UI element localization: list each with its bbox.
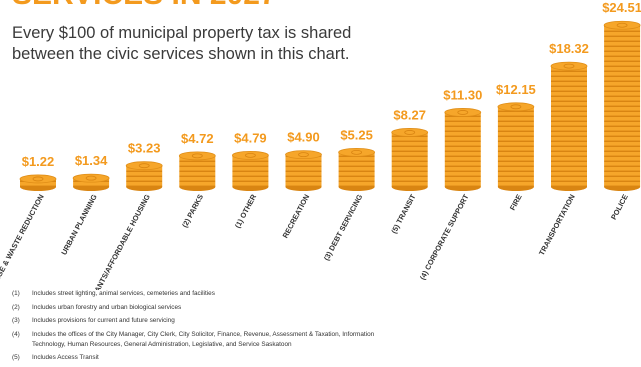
category-label: (4) CORPORATE SUPPORT [418,192,471,281]
coin-stack [604,25,641,188]
footnote-text: Includes urban forestry and urban biolog… [32,303,182,311]
coin-stack [338,152,375,187]
coin-top [231,150,269,160]
coin-stack [126,165,163,187]
coin-stack [232,155,269,187]
chart-title: SERVICES IN 2027 [12,0,277,11]
subtitle: between the civic services shown in this… [12,45,350,63]
coin-emblem [244,152,256,158]
value-label: $8.27 [393,107,426,122]
coin-emblem [191,153,203,159]
value-label: $11.30 [443,87,482,102]
coin-emblem [85,175,97,181]
value-label: $12.15 [496,82,536,97]
category-label: (5) TRANSIT [389,192,417,235]
category-label: (3) DEBT SERVICING [322,192,365,262]
footnote-marker: (3) [12,317,20,324]
coin-top [603,20,641,30]
coin-top [178,151,216,161]
coin-stack [285,154,322,187]
footnote-marker: (1) [12,290,20,297]
coin-emblem [138,163,150,169]
category-label: GARBAGE & WASTE REDUCTION [0,193,46,290]
coin-emblem [616,22,628,28]
value-label: $1.34 [75,153,108,168]
coin-top [19,174,57,184]
coin-top [125,161,163,171]
category-label: (2) PARKS [180,193,205,229]
value-label: $4.90 [287,130,320,145]
category-label: GRANTS/AFFORDABLE HOUSING [87,192,152,290]
category-label: TRANSPORTATION [537,193,577,257]
category-label: (1) OTHER [233,192,259,229]
footnote: (2) Includes urban forestry and urban bio… [12,303,392,313]
coin-stack [391,132,428,187]
footnote-text: Includes street lighting, animal service… [32,290,215,297]
footnotes: (1) Includes street lighting, animal serv… [12,289,392,367]
value-label: $5.25 [340,127,373,142]
footnote-text: Includes the offices of the City Manager… [32,330,375,348]
category-label: POLICE [609,193,630,222]
value-label: $24.51 [602,0,641,15]
value-label: $1.22 [22,154,55,169]
coin-top [550,61,588,71]
footnote-marker: (5) [12,354,20,361]
category-label: URBAN PLANNING [59,192,99,256]
value-label: $4.72 [181,131,214,146]
coin-stack [551,66,587,187]
coin-top [391,128,429,137]
value-label: $3.23 [128,141,161,156]
footnote-text: Includes Access Transit [32,354,99,361]
footnote: (3) Includes provisions for current and f… [12,316,392,326]
coin-stack [497,106,534,187]
coin-emblem [563,63,575,69]
coin-emblem [351,149,363,155]
subtitle: Every $100 of municipal property tax is … [12,24,351,42]
category-label: FIRE [508,193,524,212]
coin-emblem [404,130,416,135]
coin-stack [444,112,481,187]
footnote-marker: (4) [12,330,20,338]
footnote: (1) Includes street lighting, animal serv… [12,289,392,299]
value-label: $4.79 [234,130,267,145]
footnote: (5) Includes Access Transit [12,353,392,363]
coin-emblem [298,152,309,158]
coin-top [444,108,482,117]
footnote-marker: (2) [12,303,20,311]
coin-top [338,147,376,157]
coin-top [497,102,535,112]
coin-stack [179,155,216,187]
chart: SERVICES IN 2027 Every $100 of municipal… [0,0,641,290]
coin-emblem [457,110,469,115]
coin-top [285,150,322,160]
coin-top [72,173,110,183]
category-label: RECREATION [281,193,312,240]
coin-emblem [32,176,44,182]
footnote: (4) Includes the offices of the City Mana… [12,330,392,350]
footnote-text: Includes provisions for current and futu… [32,317,175,324]
coin-emblem [510,104,522,110]
coin-stack [73,178,110,187]
value-label: $18.32 [549,41,589,56]
